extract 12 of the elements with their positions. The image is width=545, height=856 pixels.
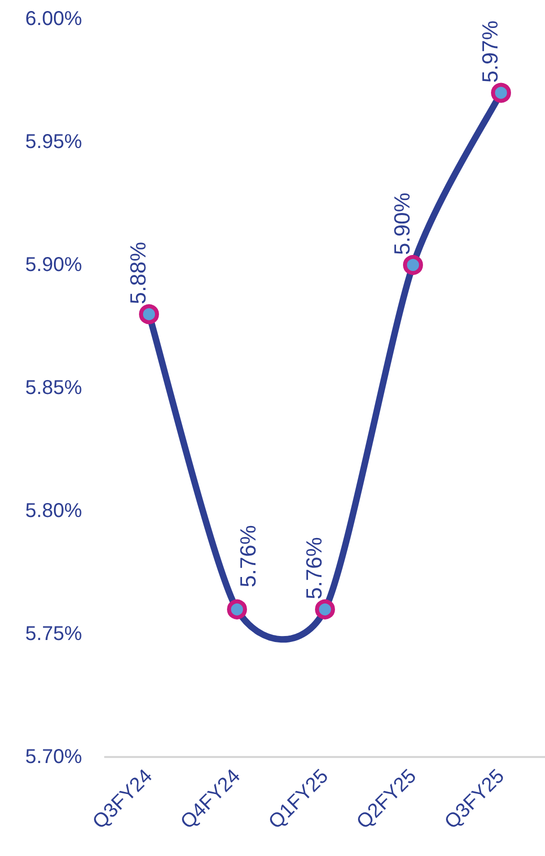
- data-label: 5.76%: [236, 525, 260, 588]
- y-tick-label: 5.95%: [25, 131, 82, 153]
- y-tick-label: 6.00%: [25, 8, 82, 30]
- data-label: 5.90%: [390, 192, 414, 255]
- y-tick-label: 5.85%: [25, 377, 82, 399]
- data-label: 5.97%: [478, 20, 502, 83]
- data-label: 5.76%: [302, 537, 326, 600]
- y-tick-label: 5.80%: [25, 500, 82, 522]
- y-tick-label: 5.70%: [25, 746, 82, 768]
- y-tick-label: 5.90%: [25, 254, 82, 276]
- data-label: 5.88%: [126, 242, 150, 304]
- y-tick-label: 5.75%: [25, 623, 82, 645]
